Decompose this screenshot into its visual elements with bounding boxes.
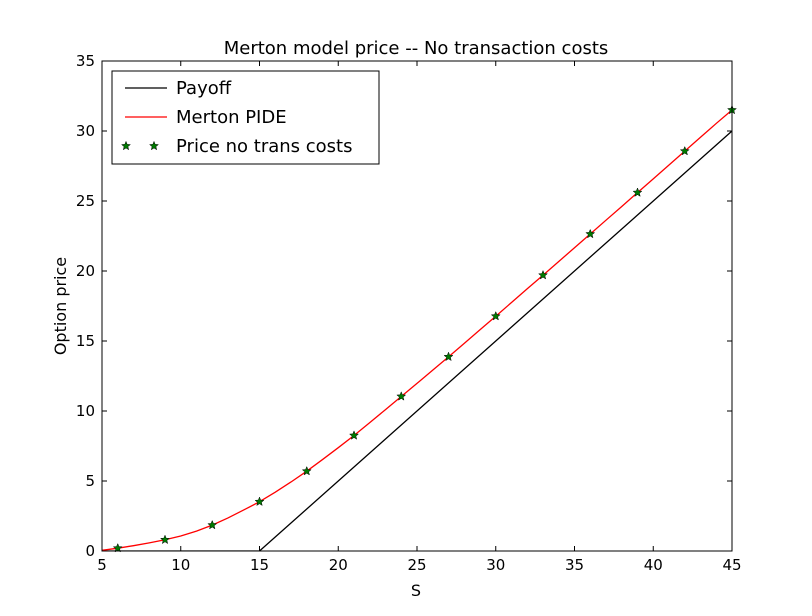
x-axis-label: S (411, 581, 421, 600)
data-point-star (301, 465, 312, 476)
data-point-star (443, 351, 454, 362)
x-tick-label: 25 (407, 556, 426, 574)
x-tick-label: 45 (722, 556, 741, 574)
y-tick-label: 0 (85, 542, 95, 560)
y-tick-label: 5 (85, 472, 95, 490)
y-tick-label: 20 (76, 262, 95, 280)
data-point-star (348, 430, 360, 440)
data-point-star (254, 496, 265, 506)
x-tick-label: 20 (329, 556, 348, 574)
legend-label-price-no-trans-costs: Price no trans costs (176, 136, 353, 157)
legend-marker-price-no-trans-costs (148, 140, 160, 151)
series-group (102, 109, 732, 551)
data-point-star (159, 534, 171, 545)
x-tick-label: 10 (171, 556, 190, 574)
data-point-star (112, 542, 123, 553)
data-point-star (396, 391, 407, 401)
chart-title: Merton model price -- No transaction cos… (224, 38, 609, 59)
x-tick-label: 15 (250, 556, 269, 574)
y-tick-label: 30 (76, 122, 95, 140)
data-point-star (679, 145, 690, 156)
legend-marker-price-no-trans-costs (120, 140, 132, 151)
y-tick-label: 10 (76, 402, 95, 420)
x-tick-label: 5 (97, 556, 107, 574)
data-point-star (585, 228, 596, 239)
x-tick-label: 35 (565, 556, 584, 574)
legend-label-merton-pide: Merton PIDE (176, 107, 287, 128)
y-tick-label: 35 (76, 52, 95, 70)
x-tick-label: 30 (486, 556, 505, 574)
series-line-merton-pide (102, 109, 732, 551)
legend-label-payoff: Payoff (176, 78, 232, 99)
y-axis-label: Option price (51, 257, 70, 355)
data-point-star (490, 310, 501, 321)
data-point-star (207, 519, 218, 530)
data-point-star (537, 269, 549, 280)
y-tick-label: 15 (76, 332, 95, 350)
series-line-payoff (102, 130, 732, 551)
y-tick-label: 25 (76, 192, 95, 210)
x-tick-label: 40 (644, 556, 663, 574)
plot-area (102, 104, 738, 553)
data-point-star (632, 187, 643, 197)
legend: Payoff Merton PIDE Price no trans costs (111, 70, 380, 165)
